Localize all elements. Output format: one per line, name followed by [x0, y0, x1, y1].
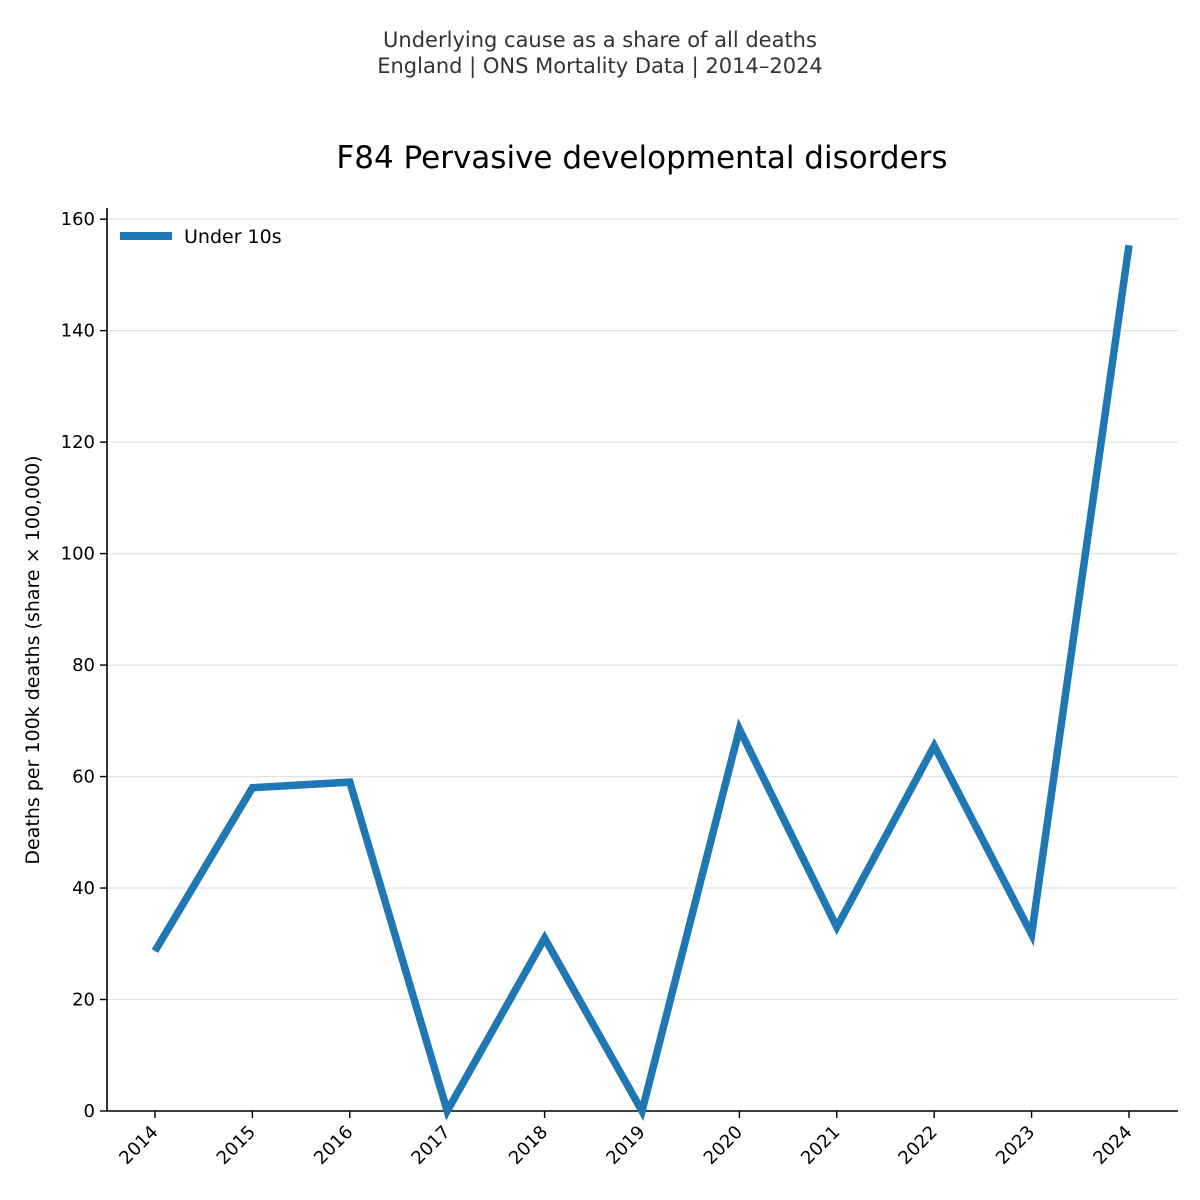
x-tick-label: 2021 [797, 1122, 844, 1169]
y-tick-label: 160 [61, 209, 95, 230]
data-point [1128, 244, 1130, 246]
legend-label-under-10s: Under 10s [184, 226, 282, 248]
data-point [251, 787, 253, 789]
x-ticks: 2014 2015 2016 2017 2018 2019 2020 2021 2022 2023… [115, 1111, 1137, 1169]
y-tick-label: 20 [72, 990, 95, 1011]
legend: Under 10s [120, 226, 282, 248]
y-ticks: 0 20 40 60 80 100 120 140 160 [61, 209, 107, 1122]
chart-title: F84 Pervasive developmental disorders [336, 140, 947, 176]
x-tick-label: 2017 [407, 1122, 454, 1169]
y-axis-label: Deaths per 100k deaths (share × 100,000) [22, 455, 44, 864]
y-tick-label: 140 [61, 321, 95, 342]
data-point [641, 1110, 643, 1112]
x-tick-label: 2016 [310, 1122, 357, 1169]
x-tick-label: 2018 [505, 1122, 552, 1169]
y-tick-label: 60 [72, 767, 95, 788]
x-tick-label: 2014 [115, 1122, 162, 1169]
x-tick-label: 2020 [700, 1122, 747, 1169]
data-point [836, 926, 838, 928]
chart-suptitle-line2: England | ONS Mortality Data | 2014–2024 [377, 54, 823, 79]
x-tick-label: 2024 [1089, 1122, 1136, 1169]
x-tick-label: 2015 [213, 1122, 260, 1169]
data-point [1031, 933, 1033, 935]
x-tick-label: 2019 [602, 1122, 649, 1169]
y-tick-label: 120 [61, 432, 95, 453]
y-tick-label: 80 [72, 655, 95, 676]
data-point [933, 745, 935, 747]
series-line-under-10s [151, 244, 1133, 1121]
data-point [446, 1110, 448, 1112]
data-point [544, 937, 546, 939]
x-tick-label: 2022 [894, 1122, 941, 1169]
y-tick-label: 100 [61, 544, 95, 565]
y-tick-label: 0 [84, 1101, 95, 1122]
x-tick-label: 2023 [992, 1122, 1039, 1169]
data-point [349, 781, 351, 783]
grid-lines [107, 218, 1178, 1001]
chart-suptitle-line1: Underlying cause as a share of all death… [383, 28, 817, 52]
y-tick-label: 40 [72, 878, 95, 899]
data-point [738, 728, 740, 730]
data-point [154, 950, 156, 952]
series-layer [151, 244, 1133, 1121]
